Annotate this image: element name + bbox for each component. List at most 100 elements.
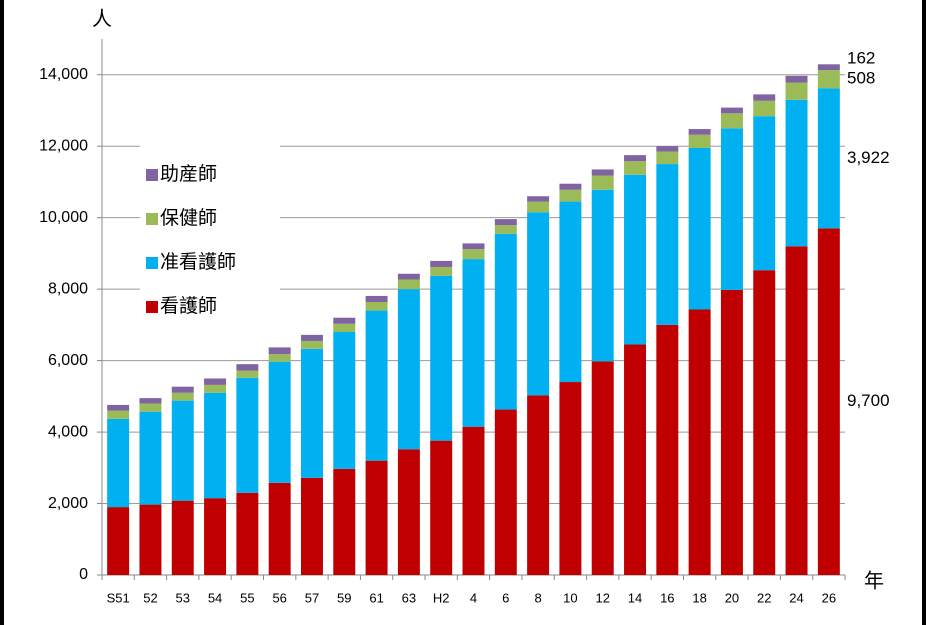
y-tick-label: 6,000 xyxy=(48,352,88,369)
bar-segment xyxy=(494,219,517,226)
bar-segment xyxy=(720,107,743,114)
bar-segment xyxy=(462,249,485,260)
bar-segment xyxy=(236,370,259,378)
bar-segment xyxy=(107,507,130,575)
bar-segment xyxy=(204,378,227,385)
bar-segment xyxy=(817,228,840,576)
legend-label: 保健師 xyxy=(160,207,217,229)
bar-segment xyxy=(397,449,420,575)
bar-segment xyxy=(720,128,743,290)
x-tick-label: S51 xyxy=(107,590,130,605)
legend-label: 准看護師 xyxy=(160,251,236,273)
bar-segment xyxy=(236,492,259,575)
bar-segment xyxy=(365,295,388,302)
bar-segment xyxy=(204,498,227,575)
y-tick-label: 12,000 xyxy=(39,137,88,154)
legend-swatch xyxy=(146,169,158,181)
bar-segment xyxy=(139,398,162,404)
bar-segment xyxy=(559,183,582,190)
bar-segment xyxy=(688,147,711,310)
bar-segment xyxy=(624,344,647,575)
bar-segment xyxy=(139,504,162,575)
y-tick-label: 8,000 xyxy=(48,280,88,297)
bar-segment xyxy=(365,301,388,311)
bar-segment xyxy=(720,113,743,129)
bar-segment xyxy=(591,189,614,362)
bar-segment xyxy=(300,340,323,349)
x-tick-label: 10 xyxy=(563,590,577,605)
bar-segment xyxy=(817,64,840,71)
x-tick-label: 53 xyxy=(176,590,190,605)
bar-segment xyxy=(268,354,291,362)
y-tick-label: 14,000 xyxy=(39,66,88,83)
bar-segment xyxy=(171,386,194,393)
x-tick-label: 8 xyxy=(534,590,541,605)
bar-segment xyxy=(171,400,194,501)
x-tick-label: 24 xyxy=(789,590,803,605)
bar-segment xyxy=(720,289,743,575)
x-tick-label: 22 xyxy=(757,590,771,605)
bar-segment xyxy=(139,411,162,505)
bar-segment xyxy=(333,468,356,575)
bar-segment xyxy=(656,324,679,575)
bar-segment xyxy=(333,317,356,324)
x-tick-label: 6 xyxy=(502,590,509,605)
bar-segment xyxy=(753,94,776,101)
bar-segment xyxy=(688,309,711,575)
bar-segment xyxy=(591,169,614,176)
bar-segment xyxy=(268,482,291,575)
bar-segment xyxy=(785,75,808,83)
bar-segment xyxy=(397,273,420,280)
bar-segment xyxy=(300,348,323,478)
y-tick-label: 0 xyxy=(79,566,88,583)
x-tick-label: 56 xyxy=(272,590,286,605)
bar-segment xyxy=(236,364,259,371)
bar-segment xyxy=(527,196,550,202)
bar-segment xyxy=(624,174,647,345)
x-tick-label: 61 xyxy=(369,590,383,605)
bar-segment xyxy=(365,310,388,461)
y-tick-label: 4,000 xyxy=(48,423,88,440)
bar-segment xyxy=(171,500,194,575)
bar-segment xyxy=(236,377,259,493)
bar-segment xyxy=(430,440,453,575)
x-tick-label: H2 xyxy=(433,590,450,605)
x-tick-label: 12 xyxy=(595,590,609,605)
x-tick-label: 18 xyxy=(692,590,706,605)
legend-label: 助産師 xyxy=(160,163,217,185)
data-label: 3,922 xyxy=(847,148,890,167)
bar-segment xyxy=(656,151,679,165)
x-tick-label: 55 xyxy=(240,590,254,605)
x-tick-label: 26 xyxy=(822,590,836,605)
x-tick-label: 52 xyxy=(143,590,157,605)
bar-segment xyxy=(397,289,420,450)
bar-segment xyxy=(107,418,130,508)
bar-segment xyxy=(204,384,227,393)
x-tick-label: 4 xyxy=(470,590,477,605)
legend-label: 看護師 xyxy=(160,295,217,317)
bar-segment xyxy=(559,201,582,383)
bar-segment xyxy=(624,161,647,175)
legend-swatch xyxy=(146,257,158,269)
y-axis-label: 人 xyxy=(92,7,112,30)
bar-segment xyxy=(171,392,194,401)
bar-segment xyxy=(785,246,808,575)
y-tick-label: 2,000 xyxy=(48,495,88,512)
legend-swatch xyxy=(146,213,158,225)
bar-segment xyxy=(527,212,550,396)
bar-segment xyxy=(430,260,453,267)
bar-segment xyxy=(139,403,162,412)
bar-segment xyxy=(785,82,808,100)
data-label: 162 xyxy=(847,49,875,68)
x-axis-label: 年 xyxy=(864,569,884,592)
bar-segment xyxy=(107,404,130,411)
bar-segment xyxy=(397,279,420,290)
bar-segment xyxy=(333,332,356,469)
bar-segment xyxy=(753,116,776,271)
bar-segment xyxy=(462,259,485,427)
x-tick-label: 14 xyxy=(628,590,642,605)
bar-segment xyxy=(527,201,550,213)
x-tick-label: 59 xyxy=(337,590,351,605)
x-tick-label: 16 xyxy=(660,590,674,605)
